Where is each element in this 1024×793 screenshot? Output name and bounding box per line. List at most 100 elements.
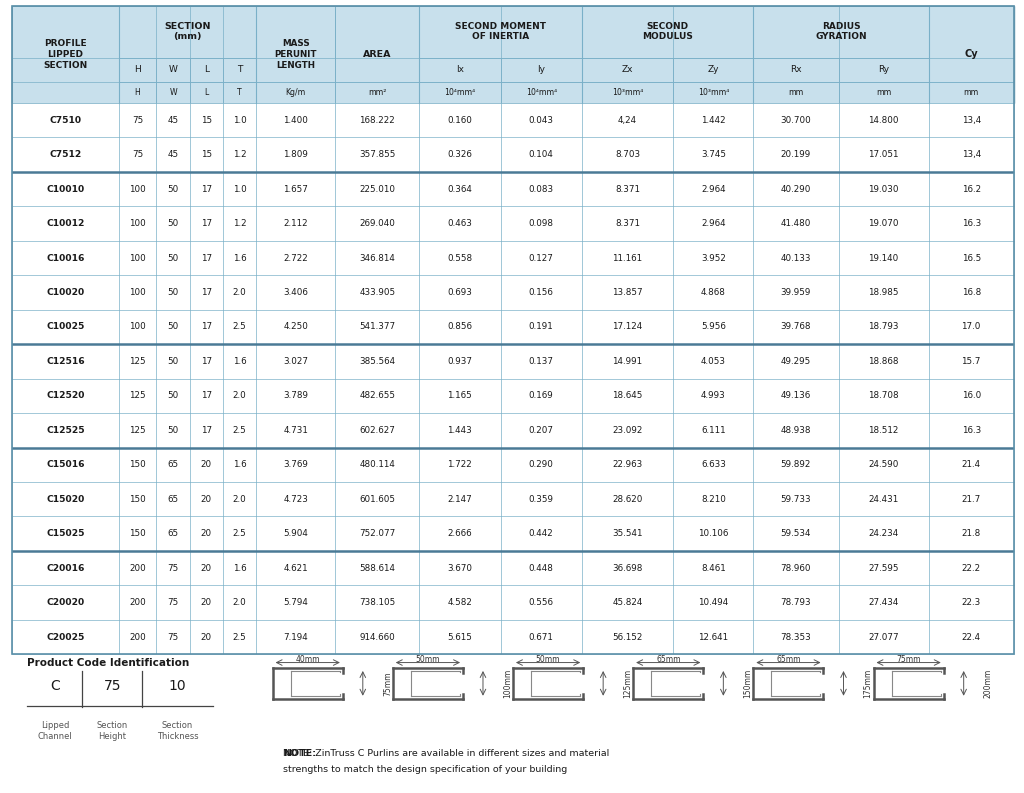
- Text: C20016: C20016: [46, 564, 85, 573]
- Text: 480.114: 480.114: [359, 460, 395, 469]
- Text: 16.5: 16.5: [962, 254, 981, 262]
- Bar: [12, 551, 1014, 585]
- Bar: [335, 6, 419, 103]
- Text: 1.165: 1.165: [447, 392, 472, 400]
- Bar: [12, 585, 1014, 620]
- Text: 17: 17: [201, 288, 212, 297]
- Text: 0.169: 0.169: [528, 392, 554, 400]
- Text: Kg/m: Kg/m: [286, 88, 306, 98]
- Text: C12516: C12516: [46, 357, 85, 366]
- Bar: [839, 58, 929, 82]
- Text: 21.7: 21.7: [962, 495, 981, 504]
- Text: 5.794: 5.794: [284, 598, 308, 607]
- Bar: [839, 82, 929, 103]
- Bar: [12, 482, 1014, 516]
- Text: 18.512: 18.512: [868, 426, 899, 435]
- Text: 78.960: 78.960: [780, 564, 811, 573]
- Text: 2.0: 2.0: [232, 598, 247, 607]
- Text: 3.670: 3.670: [447, 564, 472, 573]
- Text: 45: 45: [168, 116, 179, 125]
- Text: 12.641: 12.641: [698, 633, 728, 642]
- Bar: [12, 378, 1014, 413]
- Bar: [754, 6, 929, 58]
- Text: Section
Thickness: Section Thickness: [157, 721, 199, 741]
- Text: 357.855: 357.855: [359, 150, 395, 159]
- Text: 75: 75: [132, 116, 143, 125]
- Text: 10.106: 10.106: [698, 529, 728, 538]
- Text: 385.564: 385.564: [359, 357, 395, 366]
- Text: 602.627: 602.627: [359, 426, 395, 435]
- Text: 601.605: 601.605: [359, 495, 395, 504]
- Bar: [582, 58, 673, 82]
- Text: 13,4: 13,4: [962, 116, 981, 125]
- Text: 40.133: 40.133: [780, 254, 811, 262]
- Text: 8.210: 8.210: [700, 495, 726, 504]
- Text: 0.127: 0.127: [528, 254, 554, 262]
- Text: 10⁴mm⁴: 10⁴mm⁴: [525, 88, 557, 98]
- Text: C7510: C7510: [49, 116, 82, 125]
- Text: Zy: Zy: [708, 65, 719, 75]
- Text: 20: 20: [201, 633, 212, 642]
- Text: 15: 15: [201, 150, 212, 159]
- Text: 0.856: 0.856: [447, 323, 472, 331]
- Text: 50mm: 50mm: [416, 654, 440, 664]
- Bar: [582, 82, 673, 103]
- Text: 0.191: 0.191: [528, 323, 554, 331]
- Text: 0.290: 0.290: [528, 460, 554, 469]
- Text: 50: 50: [168, 323, 179, 331]
- Text: 16.3: 16.3: [962, 426, 981, 435]
- Text: 3.745: 3.745: [700, 150, 726, 159]
- Text: L: L: [204, 65, 209, 75]
- Text: 17: 17: [201, 426, 212, 435]
- Text: 3.406: 3.406: [284, 288, 308, 297]
- Text: AREA: AREA: [362, 50, 391, 59]
- Bar: [256, 6, 335, 103]
- Text: 4.582: 4.582: [447, 598, 472, 607]
- Text: 18.793: 18.793: [868, 323, 899, 331]
- Text: C20025: C20025: [46, 633, 85, 642]
- Text: 17.051: 17.051: [868, 150, 899, 159]
- Text: 50: 50: [168, 219, 179, 228]
- Bar: [673, 82, 754, 103]
- Text: C12520: C12520: [46, 392, 85, 400]
- Bar: [12, 516, 1014, 551]
- Text: 10: 10: [169, 679, 186, 693]
- Text: 0.693: 0.693: [447, 288, 472, 297]
- Text: 3.769: 3.769: [284, 460, 308, 469]
- Text: 50: 50: [168, 426, 179, 435]
- Text: 8.703: 8.703: [615, 150, 640, 159]
- Text: Zx: Zx: [622, 65, 633, 75]
- Text: 1.2: 1.2: [232, 150, 247, 159]
- Text: 13.857: 13.857: [612, 288, 643, 297]
- Text: mm²: mm²: [368, 88, 386, 98]
- Text: 0.326: 0.326: [447, 150, 472, 159]
- Text: 1.442: 1.442: [701, 116, 726, 125]
- Bar: [256, 82, 335, 103]
- Text: 5.904: 5.904: [284, 529, 308, 538]
- Text: 1.2: 1.2: [232, 219, 247, 228]
- Text: 1.6: 1.6: [232, 564, 247, 573]
- Text: 11.161: 11.161: [612, 254, 643, 262]
- Text: 27.077: 27.077: [868, 633, 899, 642]
- Text: 100: 100: [129, 254, 145, 262]
- Text: 100: 100: [129, 288, 145, 297]
- Text: 65: 65: [168, 460, 179, 469]
- Text: 50: 50: [168, 185, 179, 193]
- Text: 20: 20: [201, 495, 212, 504]
- Text: 4.250: 4.250: [284, 323, 308, 331]
- Text: 100: 100: [129, 219, 145, 228]
- Bar: [157, 58, 190, 82]
- Text: strengths to match the design specification of your building: strengths to match the design specificat…: [283, 765, 567, 774]
- Bar: [12, 447, 1014, 482]
- Text: 0.556: 0.556: [528, 598, 554, 607]
- Text: 8.371: 8.371: [615, 219, 640, 228]
- Text: 13,4: 13,4: [962, 150, 981, 159]
- Text: SECOND
MODULUS: SECOND MODULUS: [642, 21, 693, 41]
- Bar: [419, 6, 582, 58]
- Text: C15025: C15025: [46, 529, 85, 538]
- Bar: [419, 58, 501, 82]
- Bar: [501, 82, 582, 103]
- Text: 45.824: 45.824: [612, 598, 643, 607]
- Text: 39.959: 39.959: [780, 288, 811, 297]
- Text: 150: 150: [129, 460, 145, 469]
